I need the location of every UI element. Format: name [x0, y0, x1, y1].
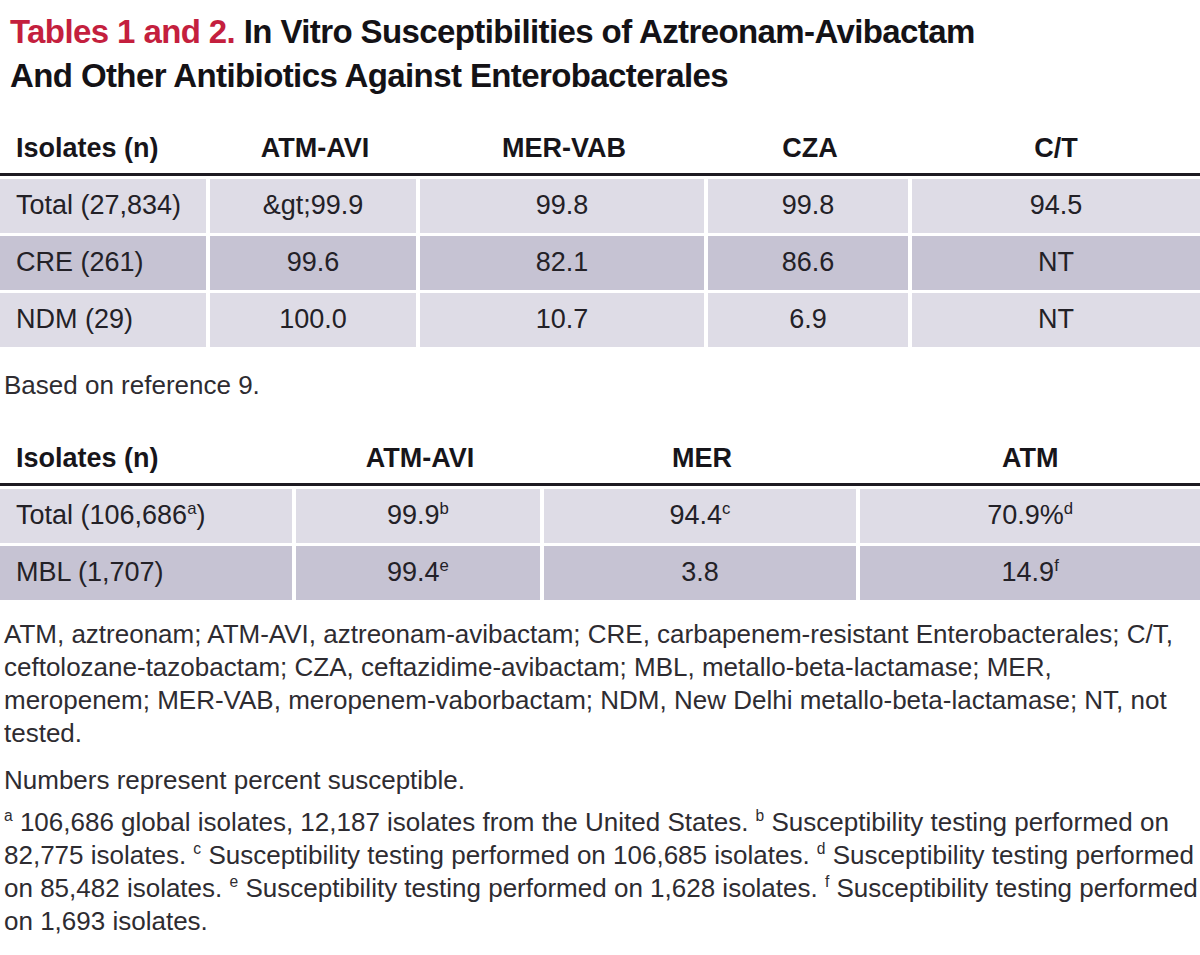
value-cell: 6.9: [708, 290, 912, 347]
row-label-cell: MBL (1,707): [0, 543, 296, 600]
value-cell: NT: [912, 290, 1200, 347]
value-cell: NT: [912, 233, 1200, 290]
value-cell: 99.4e: [296, 543, 543, 600]
table2-col-atm-avi: ATM-AVI: [296, 430, 543, 486]
table2-col-mer: MER: [544, 430, 861, 486]
table1-source-note: Based on reference 9.: [0, 369, 1200, 402]
value-cell: 82.1: [420, 233, 708, 290]
value-cell: 99.6: [210, 233, 420, 290]
value-cell: 3.8: [544, 543, 861, 600]
footnotes-note: a 106,686 global isolates, 12,187 isolat…: [0, 806, 1198, 938]
abbreviations-note: ATM, aztreonam; ATM-AVI, aztreonam-aviba…: [0, 618, 1198, 750]
percent-note: Numbers represent percent susceptible.: [0, 764, 1200, 797]
value-cell: &gt;99.9: [210, 176, 420, 233]
table-row-ndm: NDM (29) 100.0 10.7 6.9 NT: [0, 290, 1200, 347]
value-cell: 70.9%d: [860, 486, 1200, 543]
row-label-cell: CRE (261): [0, 233, 210, 290]
table1-col-isolates: Isolates (n): [0, 120, 210, 176]
table1-col-cza: CZA: [708, 120, 912, 176]
title-line-1: Tables 1 and 2. In Vitro Susceptibilitie…: [10, 10, 1200, 54]
value-cell: 86.6: [708, 233, 912, 290]
susceptibility-table-2: Isolates (n) ATM-AVI MER ATM Total (106,…: [0, 430, 1200, 600]
row-label-cell: NDM (29): [0, 290, 210, 347]
title-text-line-1: In Vitro Susceptibilities of Aztreonam-A…: [244, 13, 975, 50]
title-label: Tables 1 and 2.: [10, 13, 235, 50]
figure-page: Tables 1 and 2. In Vitro Susceptibilitie…: [0, 0, 1200, 955]
table-row-mbl: MBL (1,707) 99.4e 3.8 14.9f: [0, 543, 1200, 600]
title-text-line-2: And Other Antibiotics Against Enterobact…: [10, 54, 1200, 98]
value-cell: 99.8: [708, 176, 912, 233]
table-row-total-global: Total (106,686a) 99.9b 94.4c 70.9%d: [0, 486, 1200, 543]
table1-col-atm-avi: ATM-AVI: [210, 120, 420, 176]
table1-col-ct: C/T: [912, 120, 1200, 176]
table1-col-mer-vab: MER-VAB: [420, 120, 708, 176]
table2-header-row: Isolates (n) ATM-AVI MER ATM: [0, 430, 1200, 486]
value-cell: 99.9b: [296, 486, 543, 543]
row-label-cell: Total (106,686a): [0, 486, 296, 543]
table-row-cre: CRE (261) 99.6 82.1 86.6 NT: [0, 233, 1200, 290]
value-cell: 10.7: [420, 290, 708, 347]
value-cell: 14.9f: [860, 543, 1200, 600]
value-cell: 94.5: [912, 176, 1200, 233]
table2-col-atm: ATM: [860, 430, 1200, 486]
value-cell: 99.8: [420, 176, 708, 233]
value-cell: 100.0: [210, 290, 420, 347]
page-title: Tables 1 and 2. In Vitro Susceptibilitie…: [0, 10, 1200, 98]
table-row-total: Total (27,834) &gt;99.9 99.8 99.8 94.5: [0, 176, 1200, 233]
table2-col-isolates: Isolates (n): [0, 430, 296, 486]
table1-header-row: Isolates (n) ATM-AVI MER-VAB CZA C/T: [0, 120, 1200, 176]
row-label-cell: Total (27,834): [0, 176, 210, 233]
value-cell: 94.4c: [544, 486, 861, 543]
susceptibility-table-1: Isolates (n) ATM-AVI MER-VAB CZA C/T Tot…: [0, 120, 1200, 347]
